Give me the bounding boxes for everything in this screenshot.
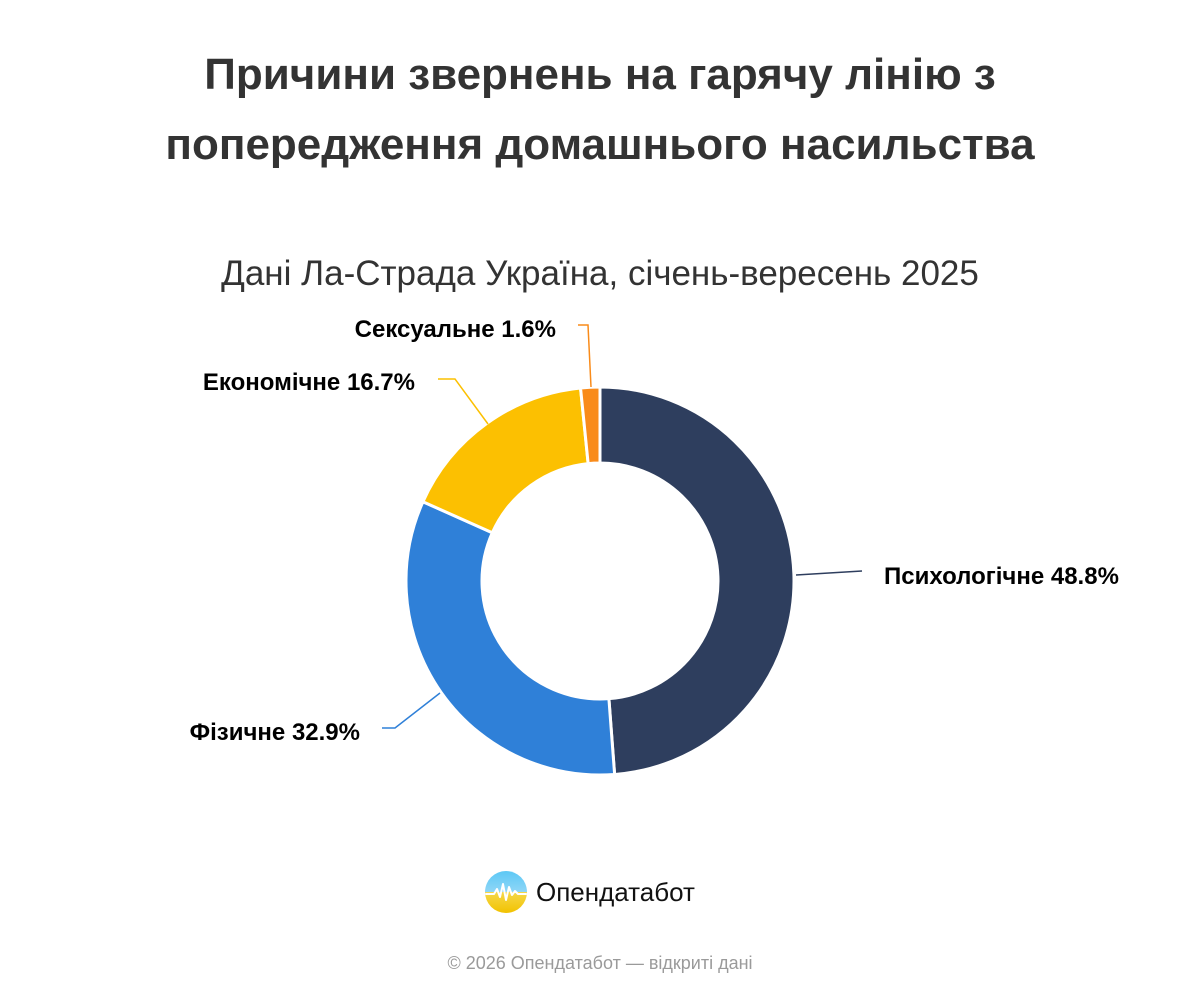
copyright-footer: © 2026 Опендатабот — відкриті дані	[447, 953, 753, 973]
data-labels: Психологічне 48.8% Фізичне 32.9% Економічн…	[190, 316, 1119, 746]
brand: Опендатабот	[484, 869, 695, 915]
data-label-3: Економічне 16.7%	[203, 369, 415, 396]
data-label-1: Психологічне 48.8%	[884, 563, 1119, 590]
opendatabot-logo-icon	[485, 871, 527, 913]
donut-slice-1	[598, 385, 796, 776]
donut-slice-2	[404, 500, 617, 777]
donut-slice-4	[579, 385, 602, 466]
data-label-4: Сексуальне 1.6%	[355, 316, 556, 343]
donut-slices	[404, 385, 796, 777]
chart-subtitle: Дані Ла-Страда Україна, січень-вересень …	[221, 254, 979, 293]
label-connector-2	[382, 692, 441, 729]
brand-name: Опендатабот	[536, 876, 695, 907]
label-connector-1	[795, 570, 863, 576]
data-label-2: Фізичне 32.9%	[190, 719, 360, 746]
label-connector-3	[438, 378, 489, 425]
chart-title: Причини звернень на гарячу лінію з попер…	[165, 50, 1035, 169]
label-connector-4	[578, 324, 592, 388]
label-connectors	[382, 324, 863, 729]
donut-slice-3	[421, 386, 590, 535]
